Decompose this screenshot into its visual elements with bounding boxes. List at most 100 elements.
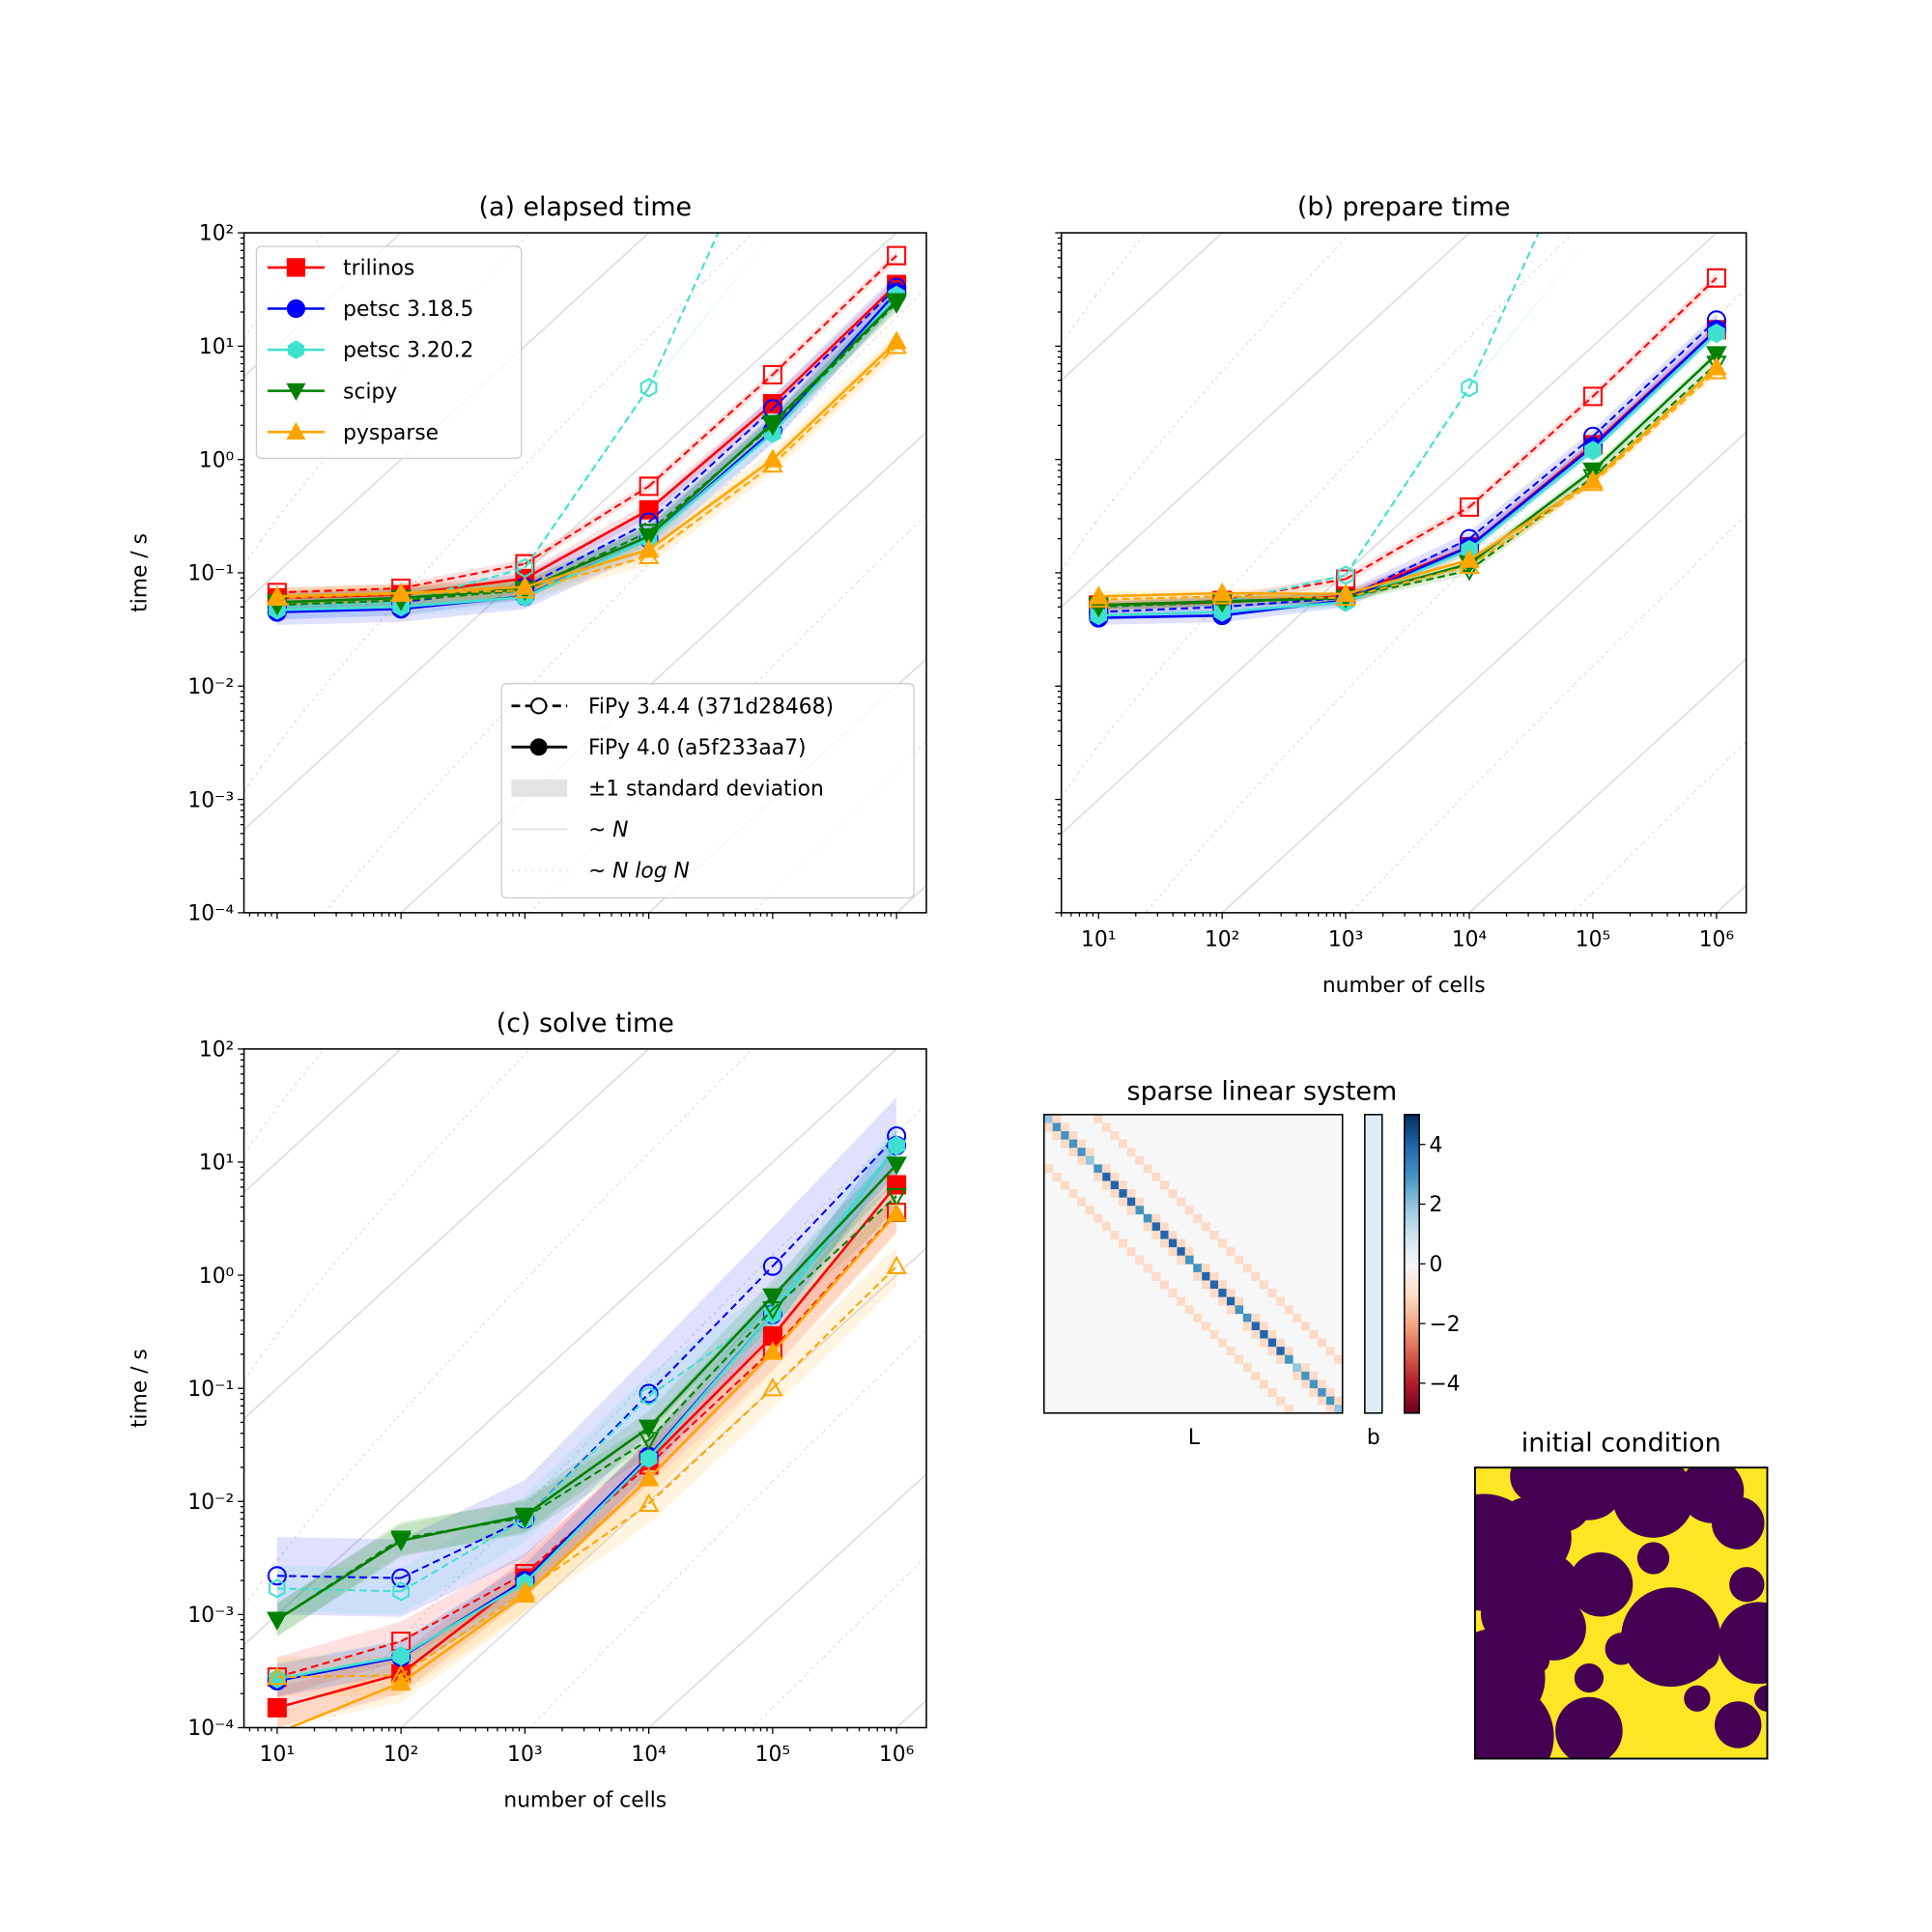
particle — [1555, 1696, 1623, 1759]
matrix-offdiagonal-entry — [1309, 1388, 1319, 1398]
particle — [1574, 1662, 1605, 1693]
matrix-diagonal-entry — [1201, 1271, 1210, 1281]
colorbar-segment — [1404, 1368, 1420, 1373]
colorbar-segment — [1404, 1168, 1420, 1173]
colorbar-tick-label: 2 — [1429, 1193, 1442, 1217]
matrix-offdiagonal-entry — [1284, 1347, 1293, 1356]
matrix-diagonal-entry — [1242, 1313, 1252, 1322]
matrix-offdiagonal-entry — [1110, 1131, 1120, 1140]
colorbar-segment — [1404, 1353, 1420, 1357]
colorbar-segment — [1404, 1177, 1420, 1181]
matrix-offdiagonal-entry — [1184, 1305, 1194, 1315]
matrix-diagonal-entry — [1151, 1222, 1161, 1232]
x-tick-label: 10⁶ — [1699, 927, 1735, 952]
matrix-offdiagonal-entry — [1168, 1231, 1178, 1239]
matrix-offdiagonal-entry — [1317, 1379, 1326, 1389]
matrix-offdiagonal-entry — [1209, 1271, 1219, 1281]
colorbar-segment — [1404, 1398, 1420, 1403]
image-frame — [1473, 1466, 1769, 1760]
colorbar-segment — [1404, 1231, 1420, 1236]
particle — [1712, 1496, 1765, 1549]
colorbar-segment — [1404, 1272, 1420, 1277]
rhs-vector-b — [1364, 1114, 1383, 1414]
particle — [1636, 1542, 1670, 1575]
matrix-offdiagonal-entry — [1218, 1338, 1227, 1348]
series-line — [276, 1145, 897, 1593]
colorbar-segment — [1404, 1248, 1420, 1253]
data-point — [267, 1611, 288, 1631]
y-tick-label: 10⁻² — [187, 1491, 234, 1515]
legend-marker — [529, 697, 548, 715]
particle — [1568, 1551, 1634, 1617]
series-pysparse-fipy-3-4-4 — [267, 335, 907, 607]
colorbar-segment — [1404, 1308, 1420, 1313]
matrix-offdiagonal-entry — [1276, 1296, 1286, 1306]
data-point — [1459, 554, 1480, 575]
data-point — [762, 1256, 782, 1276]
series-line — [1098, 366, 1718, 598]
data-point — [887, 245, 907, 266]
matrix-offdiagonal-entry — [1119, 1180, 1127, 1190]
reference-line-nlogn — [243, 233, 531, 565]
matrix-offdiagonal-entry — [1235, 1354, 1244, 1364]
matrix-offdiagonal-entry — [1201, 1222, 1210, 1232]
matrix-offdiagonal-entry — [1267, 1329, 1277, 1339]
colorbar-segment — [1404, 1305, 1420, 1310]
colorbar-segment — [1404, 1392, 1420, 1396]
data-point — [886, 1188, 907, 1208]
legend-entry-dashed-open: FiPy 3.4.4 (371d28468) — [511, 695, 834, 719]
colorbar-segment — [1404, 1174, 1420, 1179]
matrix-offdiagonal-entry — [1226, 1347, 1236, 1356]
matrix-offdiagonal-entry — [1094, 1213, 1103, 1223]
colorbar-segment — [1404, 1404, 1420, 1408]
colorbar-segment — [1404, 1123, 1420, 1127]
matrix-offdiagonal-entry — [1293, 1371, 1302, 1380]
particle — [1598, 1467, 1657, 1503]
data-point — [638, 1432, 660, 1451]
data-point — [267, 1666, 288, 1686]
std-band-trilinos — [276, 277, 897, 606]
matrix-offdiagonal-entry — [1284, 1405, 1293, 1414]
matrix-diagonal-entry — [1177, 1247, 1186, 1257]
series-line — [276, 1145, 898, 1681]
colorbar-segment — [1404, 1275, 1420, 1280]
data-point — [886, 1255, 907, 1275]
matrix-offdiagonal-entry — [1060, 1122, 1069, 1132]
matrix-offdiagonal-entry — [1119, 1197, 1127, 1207]
matrix-diagonal-entry — [1325, 1396, 1335, 1406]
colorbar-tick-label: −4 — [1429, 1373, 1460, 1397]
colorbar-segment — [1404, 1186, 1420, 1190]
matrix-offdiagonal-entry — [1251, 1329, 1261, 1339]
matrix-offdiagonal-entry — [1094, 1172, 1103, 1181]
plot-area — [1061, 233, 1747, 913]
legend-marker — [286, 258, 306, 277]
data-point — [638, 545, 660, 565]
reference-line-n — [243, 233, 897, 831]
reference-line-n — [1061, 233, 1223, 382]
matrix-offdiagonal-entry — [1052, 1131, 1062, 1140]
matrix-offdiagonal-entry — [1052, 1114, 1062, 1123]
colorbar-segment — [1404, 1382, 1420, 1387]
data-point — [762, 1301, 783, 1321]
colorbar-segment — [1404, 1132, 1420, 1137]
matrix-offdiagonal-entry — [1143, 1264, 1152, 1273]
colorbar-segment — [1404, 1141, 1420, 1146]
matrix-offdiagonal-entry — [1085, 1148, 1094, 1157]
reference-line-n — [400, 431, 926, 913]
particle — [1729, 1567, 1765, 1603]
reference-line-nlogn — [243, 1048, 753, 1607]
matrix-offdiagonal-entry — [1276, 1338, 1286, 1348]
matrix-diagonal-entry — [1276, 1347, 1286, 1356]
colorbar-segment — [1404, 1218, 1420, 1223]
matrix-diagonal-entry — [1110, 1180, 1120, 1190]
particle — [1480, 1581, 1546, 1646]
colorbar-segment — [1404, 1201, 1420, 1206]
series-line — [276, 233, 720, 609]
y-tick-label: 10⁻¹ — [187, 562, 234, 586]
data-point — [1708, 323, 1725, 344]
colorbar-segment — [1404, 1278, 1420, 1283]
std-band-petsc-3-18-5 — [276, 274, 897, 620]
sparse-system-title: sparse linear system — [1127, 1076, 1398, 1106]
matrix-offdiagonal-entry — [1193, 1271, 1203, 1281]
matrix-offdiagonal-entry — [1159, 1238, 1169, 1248]
